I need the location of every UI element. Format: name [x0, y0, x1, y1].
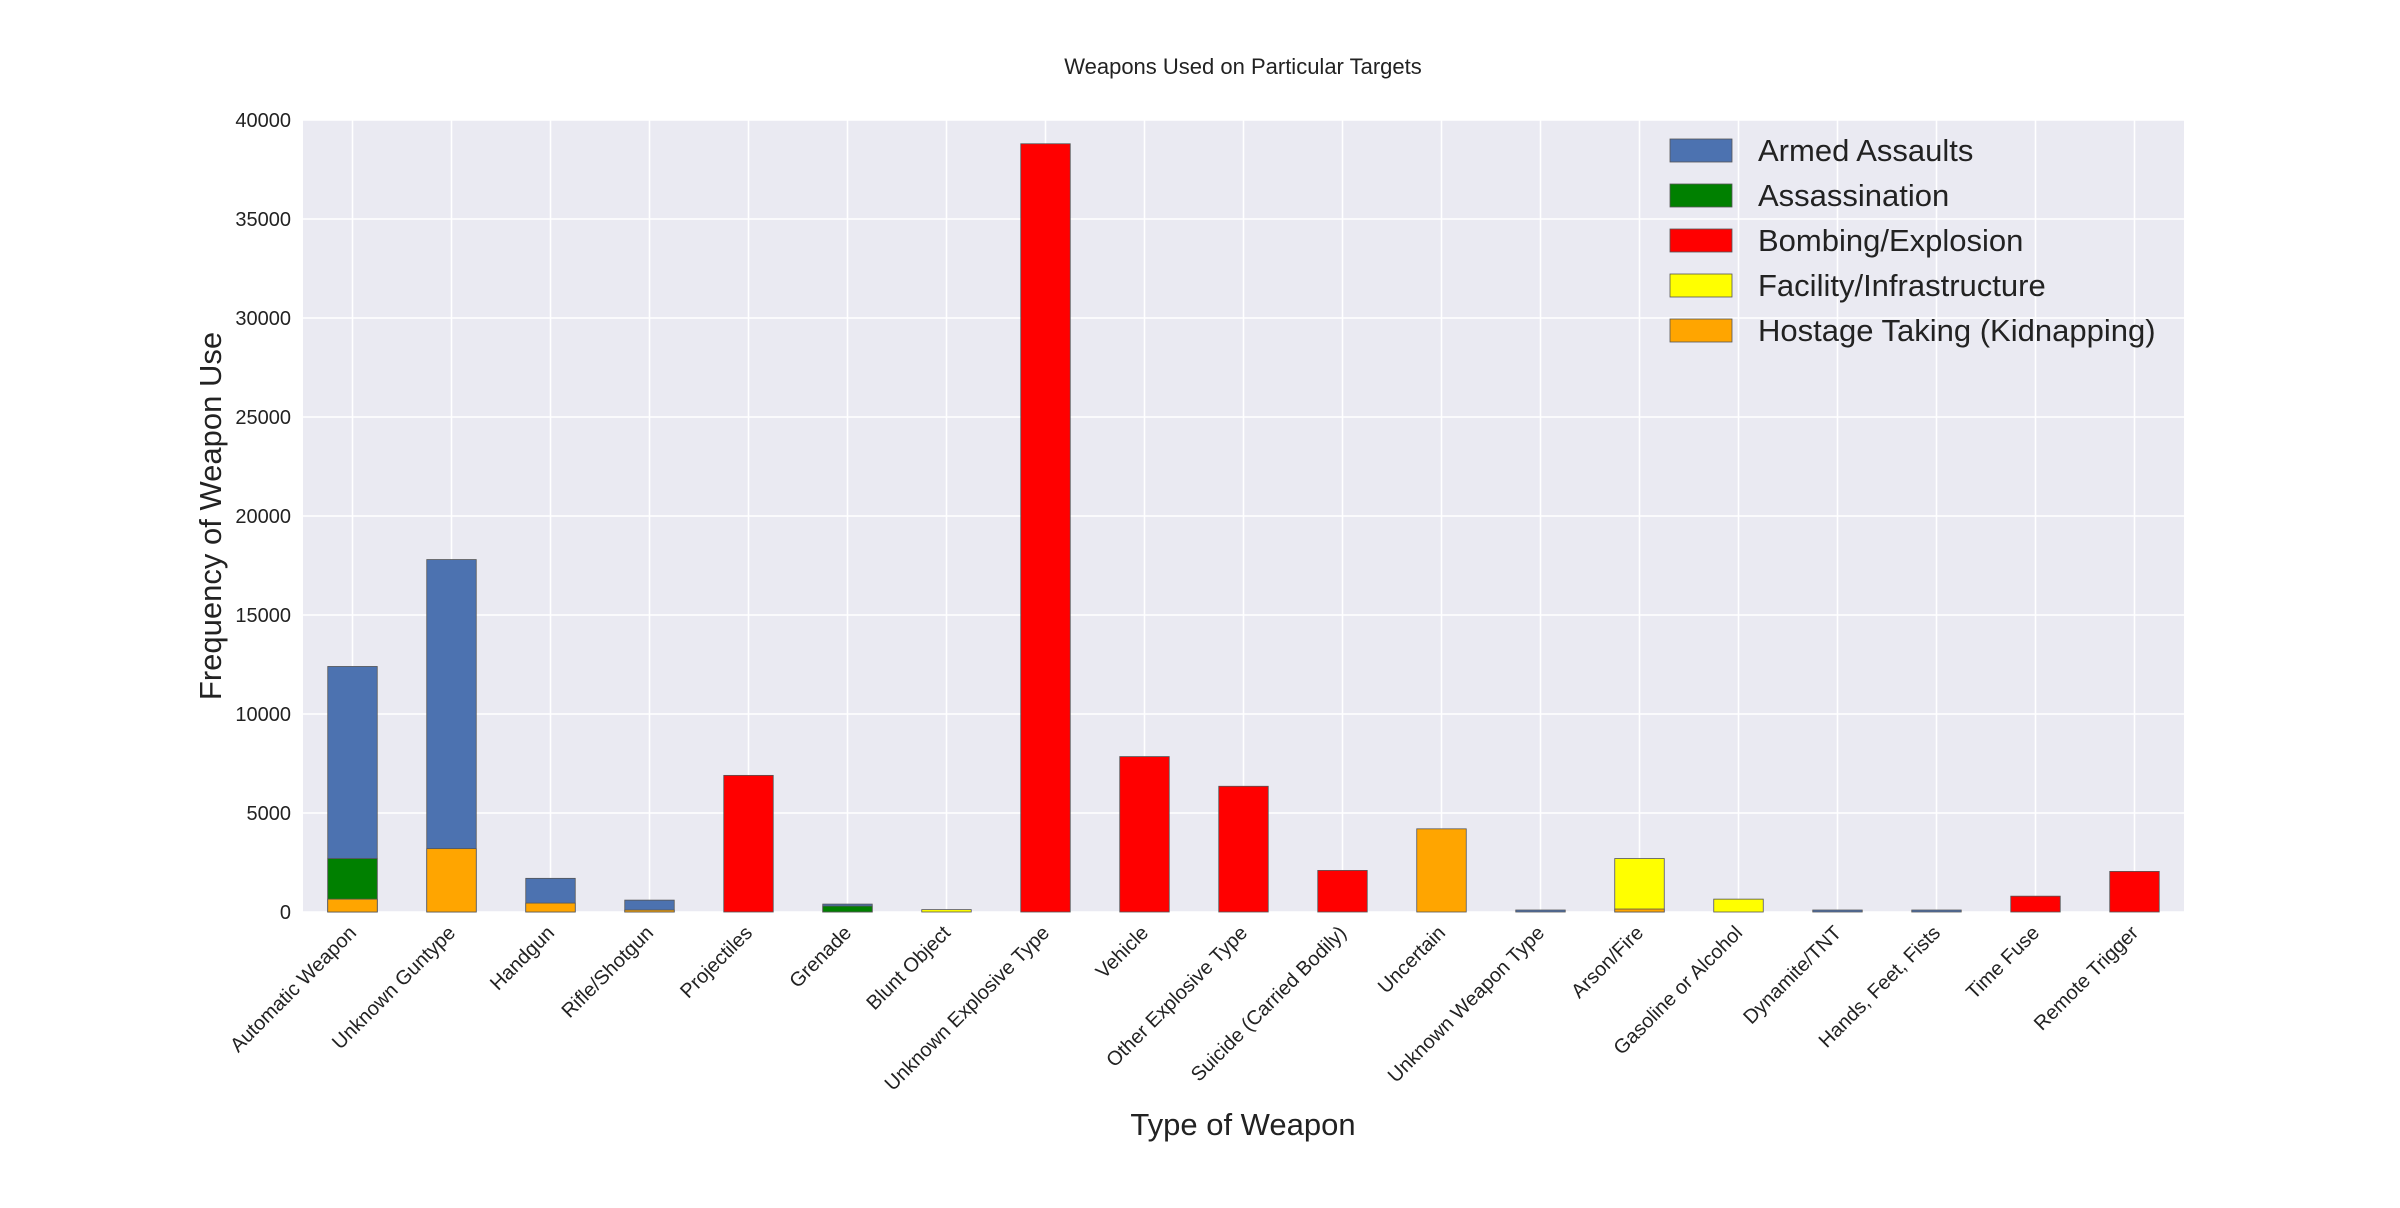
y-tick-label: 30000 — [235, 308, 291, 330]
legend-label: Armed Assaults — [1758, 133, 1973, 168]
y-tick-label: 10000 — [235, 704, 291, 726]
bar-hostage-taking-kidnapping--0 — [327, 898, 378, 913]
bar-bombing-explosion-8 — [1119, 756, 1170, 913]
legend-swatch — [1669, 228, 1733, 253]
bar-facility-infrastructure-14 — [1713, 898, 1764, 913]
x-tick-label: Time Fuse — [1962, 922, 2044, 1004]
legend-label: Facility/Infrastructure — [1758, 268, 2046, 303]
legend-swatch — [1669, 138, 1733, 163]
bar-facility-infrastructure-6 — [921, 909, 972, 913]
x-tick-label: Arson/Fire — [1567, 922, 1648, 1003]
x-tick-label: Projectiles — [676, 922, 757, 1003]
y-ticks: 0 5000 10000 15000 20000 25000 30000 35000 40000 — [235, 110, 291, 924]
bar-hostage-taking-kidnapping--1 — [426, 848, 477, 913]
legend-swatch — [1669, 273, 1733, 298]
bar-hostage-taking-kidnapping--11 — [1416, 828, 1467, 913]
bar-hostage-taking-kidnapping--2 — [525, 902, 576, 913]
y-tick-label: 0 — [280, 902, 291, 924]
x-tick-label: Handgun — [486, 922, 559, 995]
bar-armed-assaults-15 — [1812, 909, 1863, 913]
x-tick-label: Rifle/Shotgun — [558, 922, 658, 1022]
legend-label: Assassination — [1758, 178, 1949, 213]
x-tick-label: Remote Trigger — [2030, 922, 2143, 1035]
bar-bombing-explosion-4 — [723, 774, 774, 913]
y-tick-label: 5000 — [247, 803, 292, 825]
legend-swatch — [1669, 183, 1733, 208]
legend-label: Bombing/Explosion — [1758, 223, 2023, 258]
bar-bombing-explosion-10 — [1317, 870, 1368, 913]
y-tick-label: 40000 — [235, 110, 291, 132]
x-tick-label: Grenade — [785, 922, 856, 993]
y-tick-label: 35000 — [235, 209, 291, 231]
y-axis-title: Frequency of Weapon Use — [193, 332, 228, 700]
bar-armed-assaults-16 — [1911, 909, 1962, 913]
y-tick-label: 25000 — [235, 407, 291, 429]
bar-hostage-taking-kidnapping--13 — [1614, 908, 1665, 913]
bars — [327, 143, 2160, 913]
y-tick-label: 15000 — [235, 605, 291, 627]
y-tick-label: 20000 — [235, 506, 291, 528]
bar-facility-infrastructure-13 — [1614, 858, 1665, 913]
legend-label: Hostage Taking (Kidnapping) — [1758, 313, 2156, 348]
x-tick-label: Dynamite/TNT — [1739, 922, 1846, 1029]
bar-bombing-explosion-18 — [2109, 871, 2160, 913]
x-tick-label: Blunt Object — [862, 922, 955, 1015]
bar-bombing-explosion-17 — [2010, 895, 2061, 913]
legend: Armed Assaults Assassination Bombing/Explo… — [1669, 133, 2156, 348]
chart-title: Weapons Used on Particular Targets — [1064, 54, 1422, 79]
bar-hostage-taking-kidnapping--3 — [624, 909, 675, 913]
bar-armed-assaults-12 — [1515, 909, 1566, 913]
x-axis-title: Type of Weapon — [1130, 1107, 1355, 1142]
x-tick-label: Unknown Explosive Type — [881, 922, 1054, 1095]
bar-bombing-explosion-9 — [1218, 785, 1269, 913]
x-tick-label: Vehicle — [1092, 922, 1153, 983]
bar-assassination-5 — [822, 905, 873, 913]
legend-swatch — [1669, 318, 1733, 343]
bar-bombing-explosion-7 — [1020, 143, 1071, 913]
x-tick-label: Uncertain — [1374, 922, 1450, 998]
